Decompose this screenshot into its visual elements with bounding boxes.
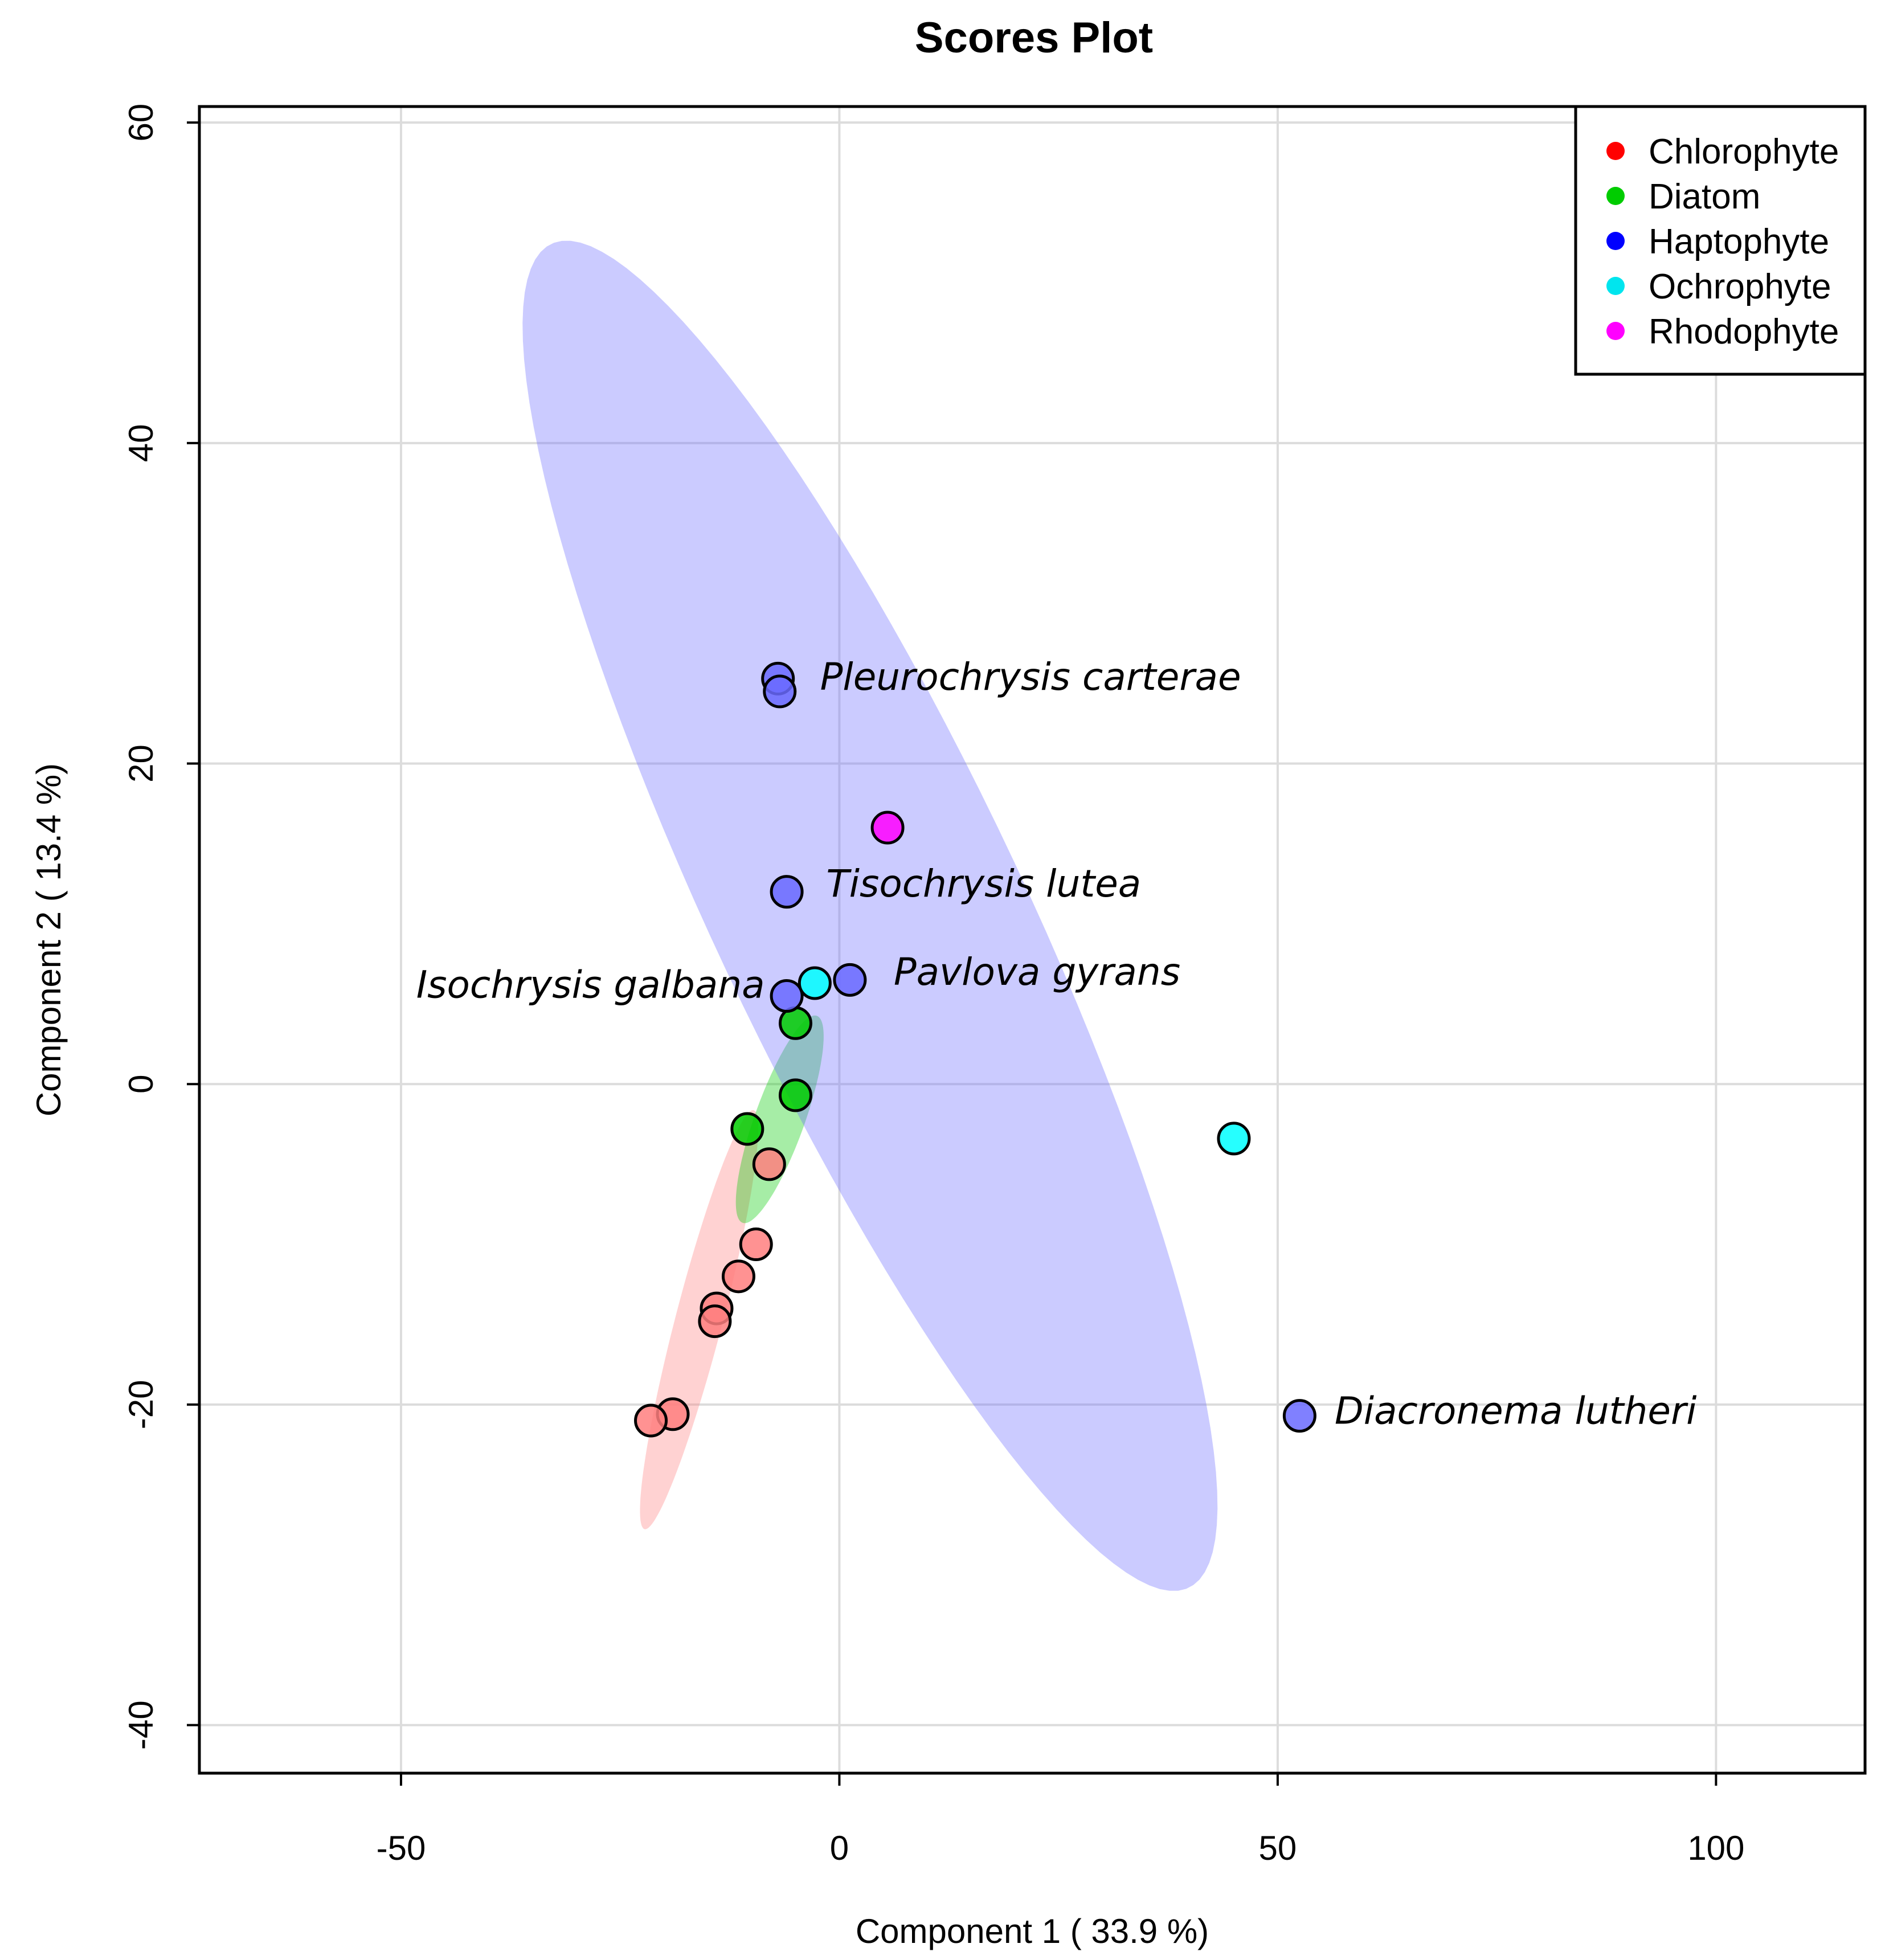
legend-chlorophyte-marker <box>1606 142 1625 160</box>
legend-items: Chlorophyte Diatom Haptophyte Ochrophyte Rho… <box>1606 132 1839 351</box>
y-axis-title: Component 2 ( 13.4 %) <box>30 763 68 1116</box>
x-axis-title: Component 1 ( 33.9 %) <box>856 1912 1209 1950</box>
y-tick-label: 60 <box>122 104 160 142</box>
axis-ticks: -50 0 50 100 -40 -20 0 20 40 60 <box>122 104 1744 1867</box>
annotation-isochrysis-galbana: Isochrysis galbana <box>416 963 765 1006</box>
chart-title: Scores Plot <box>915 14 1153 62</box>
haptophyte-ellipse <box>522 240 1218 1591</box>
x-tick-label: -50 <box>377 1829 426 1867</box>
legend-diatom-label: Diatom <box>1649 177 1760 216</box>
chlorophyte-point <box>698 1304 732 1339</box>
y-tick-label: 0 <box>122 1075 160 1094</box>
chlorophyte-point <box>721 1259 755 1294</box>
legend-ochrophyte-label: Ochrophyte <box>1649 267 1831 306</box>
diatom-point <box>778 1078 812 1112</box>
data-points <box>634 661 1316 1438</box>
legend-rhodophyte-marker <box>1606 322 1625 340</box>
ochrophyte-point <box>798 966 832 1000</box>
annotation-diacronema-lutheri: Diacronema lutheri <box>1335 1389 1697 1433</box>
legend-haptophyte-label: Haptophyte <box>1649 222 1829 261</box>
annotation-pavlova-gyrans: Pavlova gyrans <box>894 950 1180 994</box>
legend-chlorophyte-label: Chlorophyte <box>1649 132 1839 171</box>
legend: Chlorophyte Diatom Haptophyte Ochrophyte Rho… <box>1574 105 1867 376</box>
haptophyte-point <box>770 875 804 909</box>
y-tick-label: -40 <box>122 1700 160 1750</box>
y-tick-label: -20 <box>122 1380 160 1430</box>
diatom-point <box>730 1112 764 1146</box>
legend-haptophyte-marker <box>1606 232 1625 250</box>
rhodophyte-point <box>870 811 905 845</box>
legend-diatom-marker <box>1606 187 1625 205</box>
haptophyte-point <box>763 674 797 709</box>
plot-frame <box>198 105 1867 1775</box>
ochrophyte-point <box>1217 1122 1251 1156</box>
legend-rhodophyte-label: Rhodophyte <box>1649 312 1839 351</box>
annotation-pleurochrysis-carterae: Pleurochrysis carterae <box>820 655 1241 699</box>
x-tick-label: 100 <box>1687 1829 1744 1867</box>
point-annotations: Pleurochrysis carterae Tisochrysis lutea I… <box>416 655 1697 1433</box>
y-tick-label: 40 <box>122 424 160 462</box>
legend-ochrophyte-marker <box>1606 277 1625 295</box>
x-tick-label: 50 <box>1259 1829 1297 1867</box>
x-tick-label: 0 <box>830 1829 849 1867</box>
chlorophyte-point <box>634 1403 668 1438</box>
chlorophyte-point <box>739 1227 773 1262</box>
haptophyte-point <box>833 963 867 997</box>
y-tick-label: 20 <box>122 744 160 783</box>
haptophyte-point <box>1282 1399 1316 1433</box>
annotation-tisochrysis-lutea: Tisochrysis lutea <box>826 862 1141 906</box>
chlorophyte-point <box>752 1147 786 1181</box>
haptophyte-point <box>770 979 804 1013</box>
